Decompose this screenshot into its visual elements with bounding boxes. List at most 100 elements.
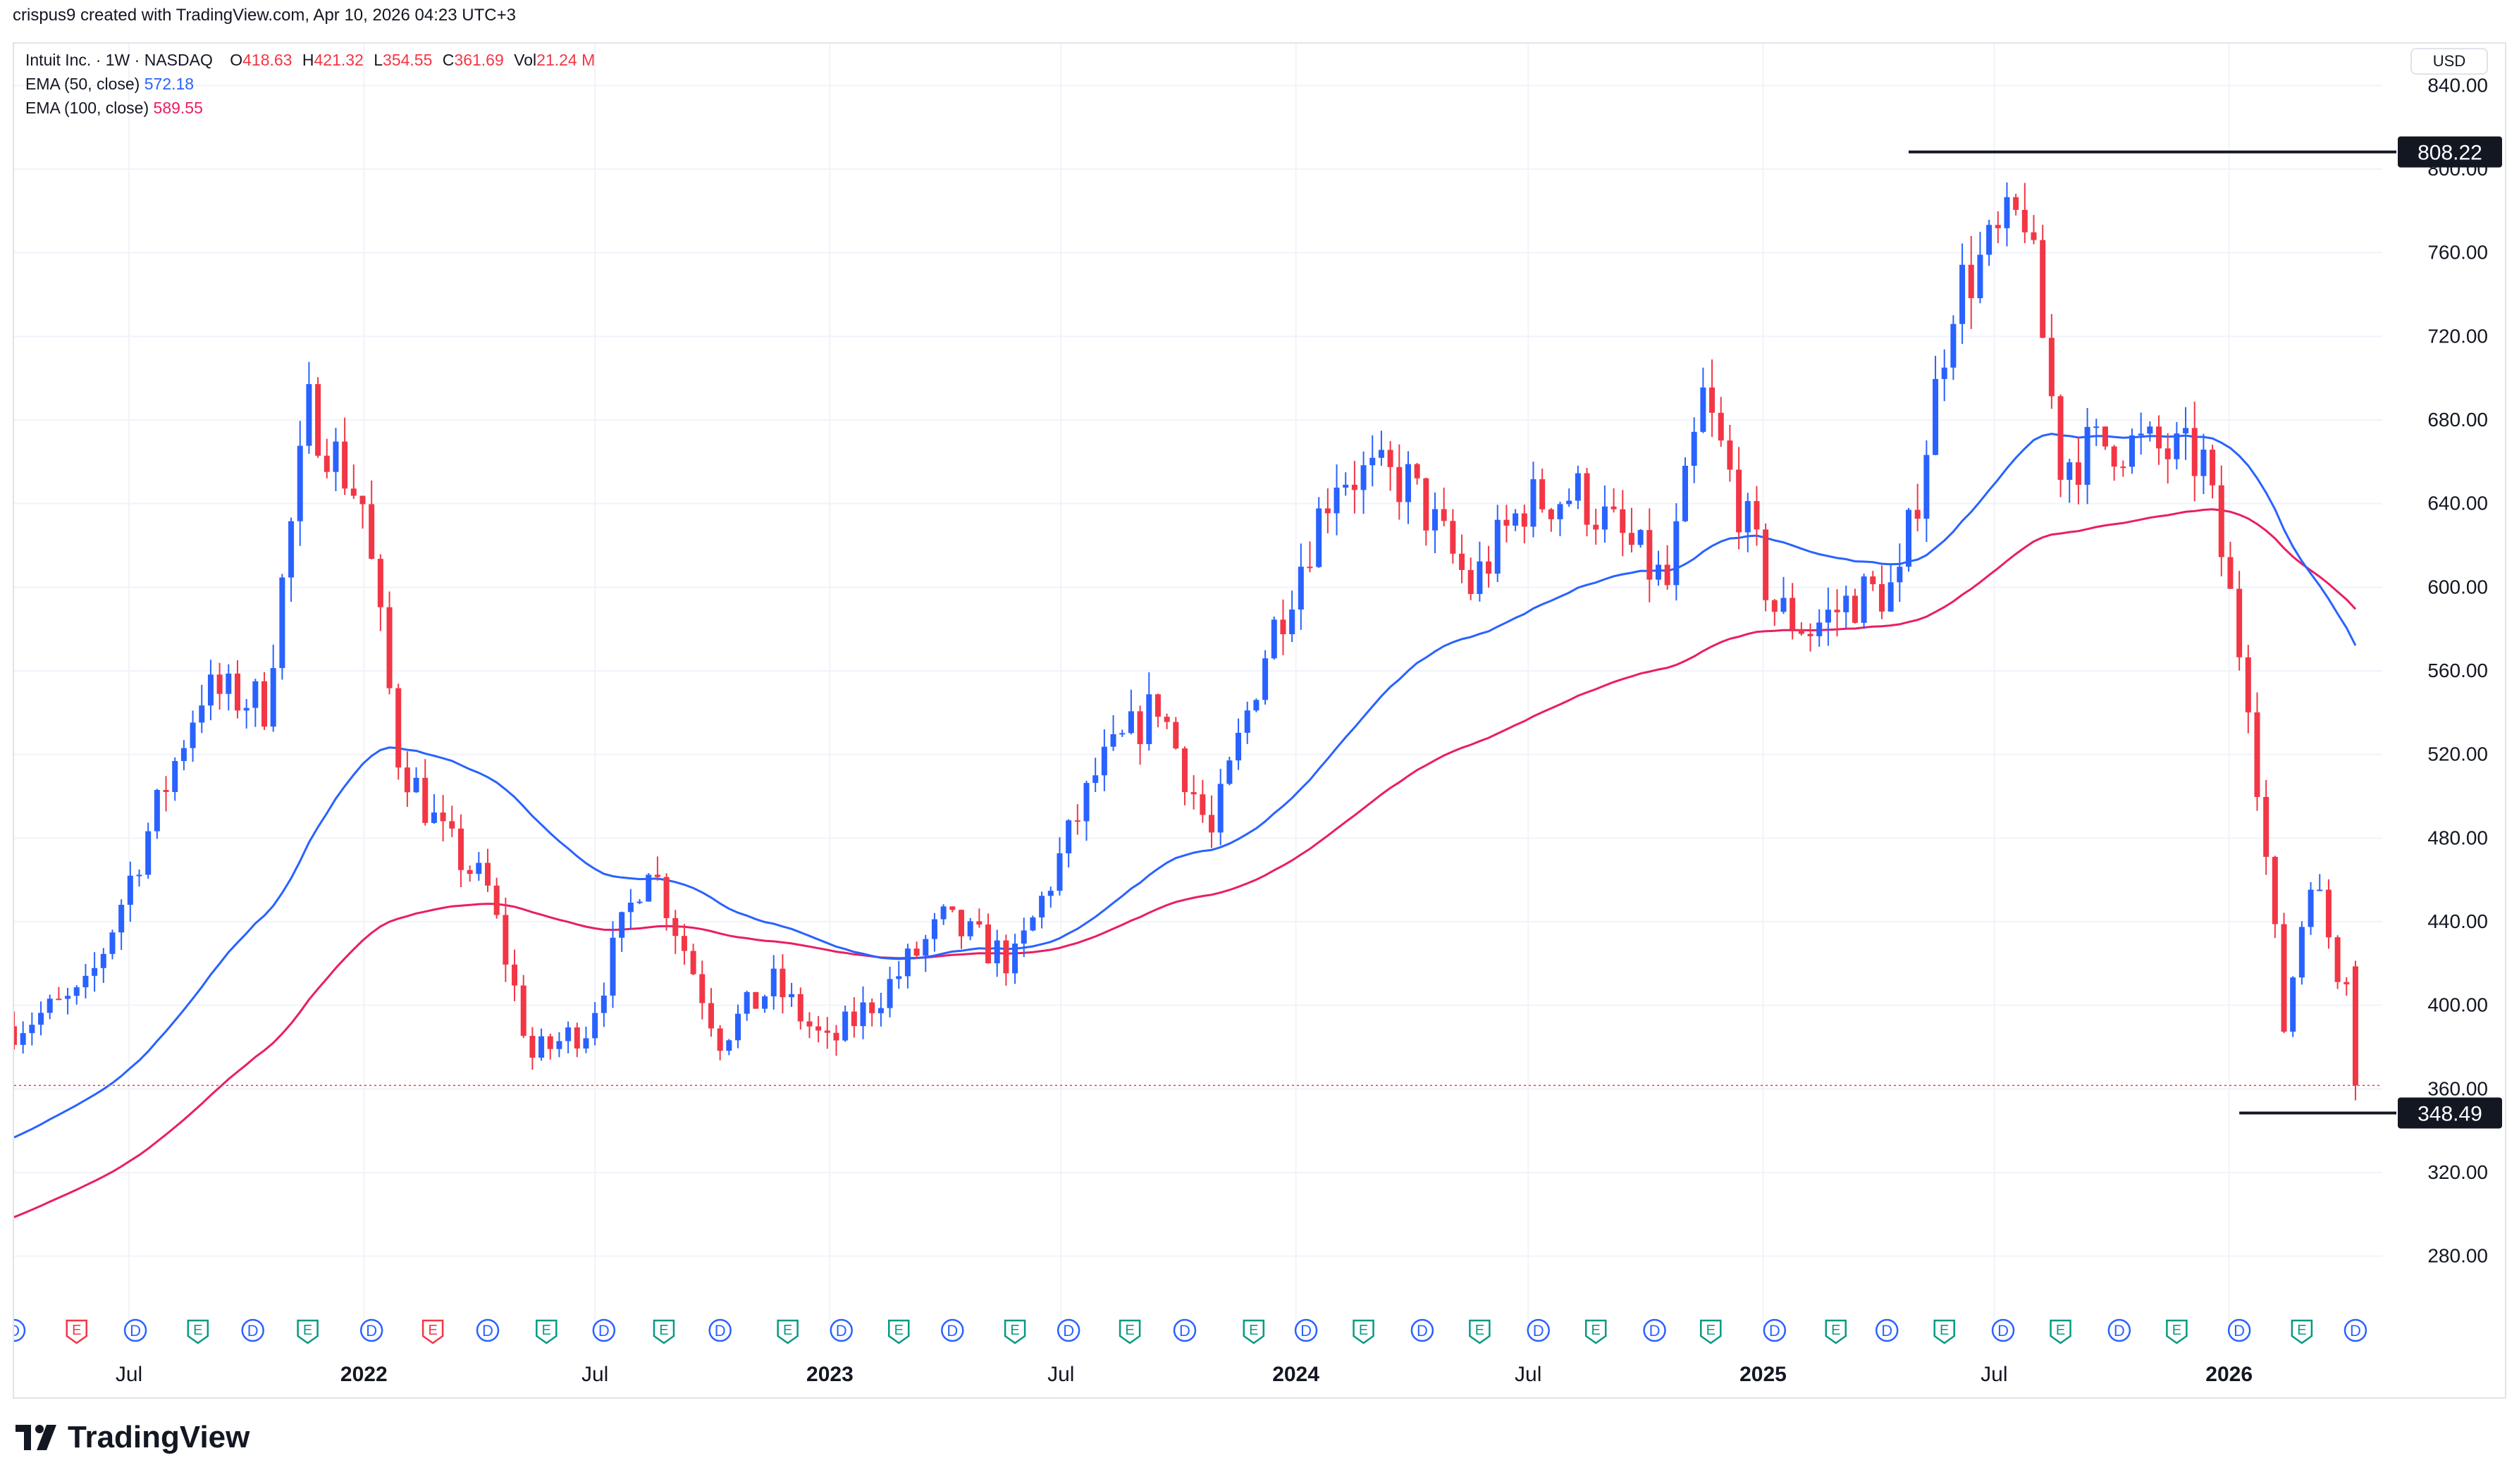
candle-body bbox=[1074, 820, 1080, 822]
candle-body bbox=[690, 951, 696, 975]
dividend-marker-label: D bbox=[2114, 1322, 2125, 1340]
candle-body bbox=[1834, 610, 1840, 612]
currency-button[interactable]: USD bbox=[2410, 48, 2488, 75]
candle-body bbox=[431, 812, 437, 823]
candle-body bbox=[2272, 857, 2278, 925]
candle-body bbox=[1843, 595, 1849, 612]
candle-body bbox=[109, 932, 116, 954]
candle-body bbox=[967, 921, 973, 936]
candle-body bbox=[2093, 426, 2100, 428]
legend-open-value: 418.63 bbox=[242, 51, 292, 69]
candle-body bbox=[2245, 657, 2251, 712]
candle-body bbox=[1941, 367, 1947, 379]
legend-open-label: O bbox=[230, 51, 243, 69]
legend-ema50-row[interactable]: EMA (50, close) 572.18 bbox=[25, 72, 595, 96]
candle-body bbox=[2138, 433, 2144, 435]
candle-body bbox=[547, 1036, 553, 1049]
legend-symbol[interactable]: Intuit Inc. · 1W · NASDAQ bbox=[25, 51, 213, 69]
candle-body bbox=[1628, 533, 1634, 545]
candle-body bbox=[2236, 588, 2243, 657]
candle-body bbox=[2004, 197, 2010, 228]
earnings-marker-label: E bbox=[428, 1323, 437, 1338]
candle-body bbox=[1494, 519, 1501, 574]
candle-body bbox=[1887, 582, 1894, 612]
y-tick-label: 840.00 bbox=[2427, 74, 2488, 96]
earnings-marker-label: E bbox=[659, 1323, 668, 1338]
candle-body bbox=[529, 1036, 536, 1058]
candle-body bbox=[1405, 464, 1411, 502]
candle-body bbox=[261, 681, 268, 727]
candle-body bbox=[842, 1011, 849, 1041]
candle-body bbox=[1566, 500, 1572, 505]
y-tick-label: 600.00 bbox=[2427, 576, 2488, 598]
candle-body bbox=[592, 1013, 598, 1039]
candle-body bbox=[20, 1033, 26, 1045]
tradingview-logo-icon bbox=[16, 1425, 56, 1450]
price-chart[interactable]: 280.00 320.00 360.00 400.00 440.00 480.00 520.… bbox=[14, 44, 2505, 1397]
y-tick-label: 680.00 bbox=[2427, 409, 2488, 431]
earnings-marker bbox=[1353, 1319, 1374, 1344]
tradingview-logo[interactable]: TradingView bbox=[16, 1420, 250, 1455]
dividend-marker-label: D bbox=[366, 1322, 377, 1340]
legend: Intuit Inc. · 1W · NASDAQ O418.63 H421.3… bbox=[25, 48, 595, 120]
earnings-marker bbox=[1584, 1319, 1607, 1344]
candle-body bbox=[940, 906, 947, 920]
candle-body bbox=[672, 917, 679, 936]
candle-body bbox=[1047, 891, 1054, 896]
earnings-marker bbox=[1933, 1319, 1955, 1344]
dividend-marker bbox=[1057, 1318, 1080, 1342]
candle-body bbox=[2227, 557, 2234, 589]
candle-body bbox=[1557, 504, 1563, 519]
candle-body bbox=[1324, 508, 1331, 514]
dividend-marker bbox=[1294, 1318, 1318, 1342]
candle-body bbox=[636, 901, 643, 903]
earnings-marker bbox=[297, 1319, 319, 1344]
earnings-marker-label: E bbox=[72, 1323, 81, 1338]
candle-body bbox=[1057, 853, 1063, 891]
candle-body bbox=[1539, 479, 1546, 509]
earnings-marker bbox=[653, 1319, 675, 1344]
candle-body bbox=[190, 722, 196, 748]
candle-body bbox=[904, 948, 911, 977]
candle-body bbox=[815, 1026, 822, 1031]
candle-body bbox=[959, 910, 964, 936]
candle-body bbox=[2298, 927, 2305, 978]
candle-body bbox=[1771, 600, 1778, 612]
candle-body bbox=[100, 953, 106, 968]
candle-body bbox=[252, 681, 259, 708]
candle-body bbox=[333, 441, 339, 472]
candle-body bbox=[869, 1002, 875, 1013]
candle-body bbox=[619, 912, 625, 938]
dividend-marker bbox=[1527, 1318, 1550, 1342]
candle-body bbox=[315, 384, 321, 456]
candle-body bbox=[1316, 508, 1322, 567]
candle-body bbox=[449, 821, 455, 829]
earnings-marker bbox=[66, 1319, 88, 1344]
candle-body bbox=[47, 998, 53, 1013]
candle-body bbox=[735, 1013, 741, 1041]
candle-body bbox=[2325, 889, 2332, 938]
candle-body bbox=[199, 705, 205, 723]
candle-body bbox=[985, 924, 992, 964]
candle-body bbox=[601, 995, 607, 1013]
candle-body bbox=[1450, 521, 1456, 554]
dividend-marker bbox=[2107, 1318, 2131, 1342]
candle-body bbox=[1968, 264, 1974, 299]
candle-body bbox=[708, 1003, 714, 1029]
candle-body bbox=[2254, 712, 2260, 797]
candle-body bbox=[1870, 576, 1876, 584]
candle-body bbox=[1432, 509, 1438, 531]
candle-body bbox=[646, 874, 652, 902]
legend-ema100-row[interactable]: EMA (100, close) 589.55 bbox=[25, 96, 595, 120]
dividend-marker bbox=[1410, 1318, 1434, 1342]
candle-body bbox=[404, 767, 410, 793]
candle-body bbox=[234, 673, 240, 711]
candle-body bbox=[1521, 513, 1527, 527]
earnings-marker bbox=[2291, 1319, 2313, 1344]
candle-body bbox=[923, 939, 929, 956]
candle-body bbox=[780, 968, 786, 998]
earnings-marker-label: E bbox=[303, 1323, 312, 1338]
candle-body bbox=[1012, 944, 1018, 974]
chart-pane[interactable]: 280.00 320.00 360.00 400.00 440.00 480.00 520.… bbox=[13, 42, 2506, 1399]
dividend-marker bbox=[830, 1318, 853, 1342]
